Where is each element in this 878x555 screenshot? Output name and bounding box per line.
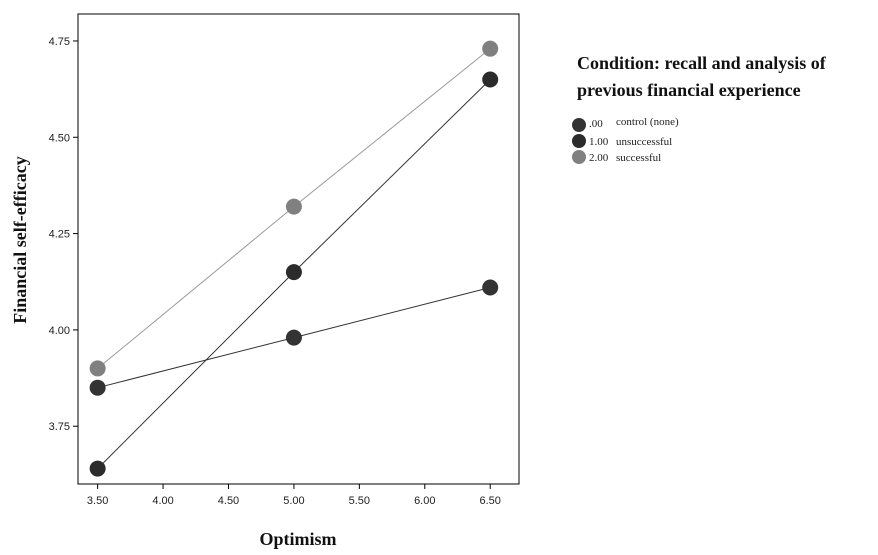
- data-point: [285, 198, 302, 215]
- legend-marker: [572, 118, 586, 132]
- x-axis-title: Optimism: [259, 529, 336, 549]
- data-point: [482, 279, 499, 296]
- x-axis: 3.50 4.00 4.50 5.00 5.50 6.00 6.50: [87, 484, 501, 507]
- legend-item: .00 control (none): [572, 116, 679, 132]
- x-tick-label: 6.50: [479, 495, 500, 507]
- legend-title-line-2: previous financial experience: [577, 80, 801, 100]
- legend-code: .00: [589, 118, 603, 130]
- series-layer: [89, 40, 499, 477]
- y-axis: 3.75 4.00 4.25 4.50 4.75: [49, 36, 78, 433]
- x-tick-label: 3.50: [87, 495, 108, 507]
- legend-desc: unsuccessful: [616, 136, 672, 148]
- data-point: [285, 329, 302, 346]
- y-tick-label: 4.50: [49, 132, 70, 144]
- legend-marker: [572, 150, 586, 164]
- data-point: [89, 460, 106, 477]
- x-tick-label: 4.00: [152, 495, 173, 507]
- legend-code: 1.00: [589, 136, 609, 148]
- legend-items: .00 control (none) 1.00 unsuccessful 2.00 suc…: [572, 116, 679, 164]
- series-0: [89, 279, 499, 396]
- legend-item: 2.00 successful: [572, 150, 661, 164]
- y-tick-label: 4.25: [49, 229, 70, 241]
- legend: Condition: recall and analysis of previo…: [572, 53, 827, 164]
- y-tick-label: 4.00: [49, 325, 70, 337]
- data-point: [482, 71, 499, 88]
- series-2: [89, 40, 499, 377]
- x-tick-label: 5.00: [283, 495, 304, 507]
- y-axis-title: Financial self-efficacy: [10, 156, 30, 323]
- series-1: [89, 71, 499, 477]
- x-tick-label: 6.00: [414, 495, 435, 507]
- legend-code: 2.00: [589, 152, 609, 164]
- data-point: [285, 264, 302, 281]
- x-tick-label: 4.50: [218, 495, 239, 507]
- x-tick-label: 5.50: [349, 495, 370, 507]
- data-point: [89, 360, 106, 377]
- legend-desc: successful: [616, 152, 661, 164]
- legend-desc: control (none): [616, 116, 679, 128]
- legend-marker: [572, 134, 586, 148]
- data-point: [89, 379, 106, 396]
- y-tick-label: 3.75: [49, 421, 70, 433]
- data-point: [482, 40, 499, 57]
- plot-frame: [77, 13, 520, 485]
- legend-title-line-1: Condition: recall and analysis of: [577, 53, 827, 73]
- legend-item: 1.00 unsuccessful: [572, 134, 672, 148]
- y-tick-label: 4.75: [49, 36, 70, 48]
